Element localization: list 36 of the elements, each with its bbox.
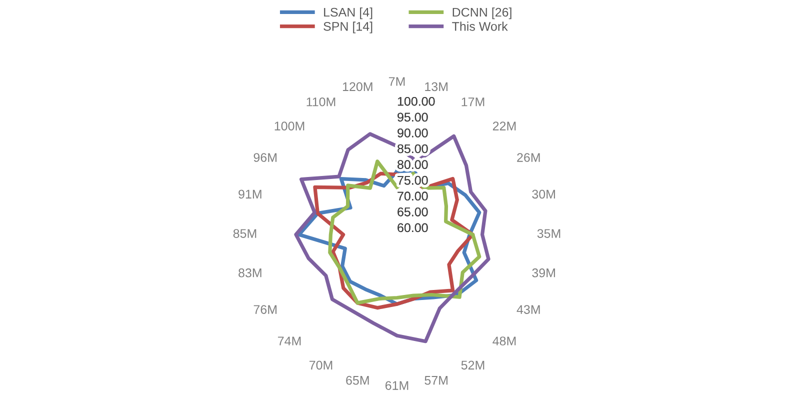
spoke-label: 65M — [346, 376, 369, 385]
legend-label: LSAN [4] — [324, 8, 372, 20]
spoke-label: 61M — [385, 381, 408, 390]
spoke-label: 30M — [532, 190, 555, 199]
spoke-label: 120M — [342, 82, 372, 92]
spoke-label: 96M — [254, 153, 276, 162]
spoke-label: 26M — [517, 153, 540, 162]
y-tick-label: 95.00 — [398, 112, 428, 122]
spoke-label: 70M — [309, 360, 332, 370]
y-tick-label: 100.00 — [398, 96, 435, 106]
legend-label: This Work — [452, 22, 508, 31]
spoke-label: 100M — [274, 122, 304, 130]
spoke-label: 48M — [492, 336, 516, 346]
spoke-label: 52M — [461, 360, 484, 370]
legend-label: DCNN [26] — [452, 8, 512, 20]
spoke-label: 7M — [388, 77, 405, 86]
y-tick-label: 60.00 — [398, 223, 428, 232]
spoke-label: 85M — [233, 229, 256, 238]
spoke-label: 83M — [238, 268, 262, 278]
spoke-label: 74M — [278, 336, 301, 346]
y-tick-label: 65.00 — [398, 207, 428, 216]
spoke-label: 57M — [424, 376, 448, 385]
spoke-label: 76M — [254, 305, 276, 314]
spoke-label: 35M — [537, 229, 560, 238]
spoke-label: 13M — [425, 82, 448, 92]
y-tick-label: 90.00 — [398, 128, 428, 138]
spoke-label: 110M — [306, 97, 336, 106]
y-tick-label: 70.00 — [398, 192, 428, 201]
spoke-label: 43M — [516, 305, 540, 314]
spoke-label: 39M — [532, 268, 555, 278]
spoke-label: 17M — [462, 98, 484, 106]
y-tick-label: 75.00 — [398, 176, 428, 185]
legend-label: SPN [14] — [324, 22, 372, 34]
spoke-label: 91M — [238, 190, 262, 199]
spoke-label: 22M — [492, 122, 516, 130]
y-tick-label: 80.00 — [398, 160, 428, 169]
